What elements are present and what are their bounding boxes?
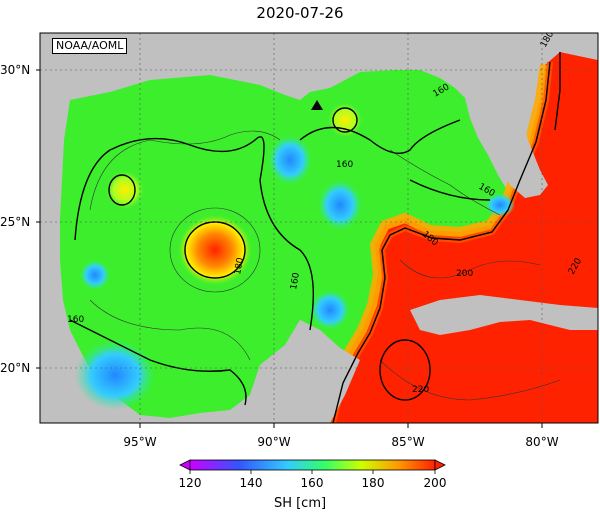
map-frame (39, 32, 599, 424)
yucatan (250, 320, 360, 423)
cuba (410, 295, 598, 335)
lon-label: 80°W (525, 435, 558, 449)
lon-label: 85°W (391, 435, 424, 449)
contour-label: 160 (67, 315, 84, 325)
colorbar-tick: 160 (301, 476, 324, 490)
contour-label: 220 (412, 385, 429, 395)
map-title: 2020-07-26 (256, 4, 344, 22)
station-marker (311, 100, 323, 110)
credit-label: NOAA/AOML (52, 38, 128, 54)
lat-label: 30°N (0, 63, 30, 77)
lat-label: 25°N (0, 215, 30, 229)
low-sw (75, 340, 155, 410)
colorbar-label: SH [cm] (273, 496, 327, 511)
colorbar-tick: 140 (240, 476, 263, 490)
colorbar-tick: 200 (424, 476, 447, 490)
contour-label: 180 (233, 257, 246, 276)
contours-thick (69, 52, 561, 423)
contour-label: 160 (289, 272, 302, 291)
warm-eddy (177, 214, 253, 286)
lat-label: 20°N (0, 361, 30, 375)
contours-thin (89, 130, 561, 401)
contour-label: 160 (336, 160, 353, 170)
colorbar-tick: 180 (362, 476, 385, 490)
florida (470, 60, 548, 198)
colorbar-tick: 120 (179, 476, 202, 490)
lon-label: 90°W (257, 435, 290, 449)
low-center (268, 135, 312, 185)
colorbar: 120 140 160 180 200 (179, 459, 447, 490)
lon-label: 95°W (123, 435, 156, 449)
graticule (40, 33, 598, 423)
contour-label: 200 (456, 269, 473, 279)
